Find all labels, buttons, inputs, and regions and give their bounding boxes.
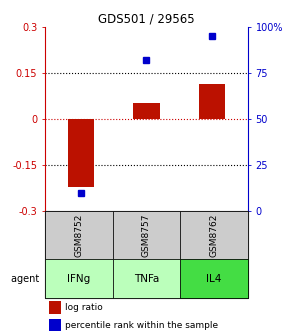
Bar bbox=[49, 301, 61, 313]
Title: GDS501 / 29565: GDS501 / 29565 bbox=[98, 13, 195, 26]
Bar bbox=[133, 103, 160, 119]
Text: log ratio: log ratio bbox=[65, 303, 103, 312]
Text: IL4: IL4 bbox=[206, 274, 222, 284]
Text: GSM8757: GSM8757 bbox=[142, 214, 151, 257]
Bar bbox=[199, 84, 225, 119]
Bar bbox=[180, 211, 248, 259]
Text: percentile rank within the sample: percentile rank within the sample bbox=[65, 321, 218, 330]
Bar bbox=[68, 119, 94, 187]
Bar bbox=[45, 259, 113, 298]
Text: TNFa: TNFa bbox=[134, 274, 159, 284]
Bar bbox=[45, 211, 113, 259]
Bar bbox=[113, 211, 180, 259]
Bar bbox=[180, 259, 248, 298]
Text: agent: agent bbox=[11, 274, 42, 284]
Text: IFNg: IFNg bbox=[67, 274, 90, 284]
Text: GSM8762: GSM8762 bbox=[210, 214, 219, 257]
Text: GSM8752: GSM8752 bbox=[74, 214, 83, 257]
Bar bbox=[49, 319, 61, 331]
Bar bbox=[113, 259, 180, 298]
